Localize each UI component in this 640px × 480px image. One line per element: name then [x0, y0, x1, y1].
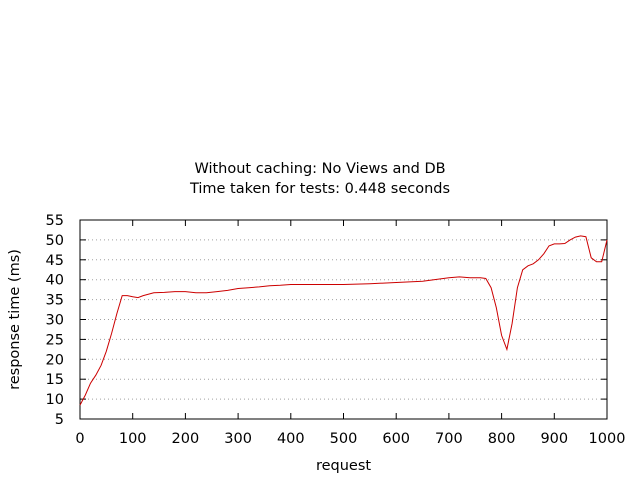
x-tick-label: 800	[488, 431, 516, 447]
y-tick-label: 45	[46, 253, 64, 269]
y-tick-label: 5	[55, 412, 64, 428]
y-tick-label: 35	[46, 293, 64, 309]
y-tick-label: 55	[46, 213, 64, 229]
y-tick-label: 20	[46, 352, 64, 368]
y-tick-label: 25	[46, 332, 64, 348]
plot-frame	[79, 219, 608, 420]
axis-ticks	[79, 219, 608, 420]
y-tick-label: 40	[46, 273, 64, 289]
x-tick-label: 400	[277, 431, 305, 447]
x-tick-label: 100	[119, 431, 147, 447]
x-tick-label: 300	[224, 431, 252, 447]
x-tick-label: 0	[75, 431, 84, 447]
x-tick-label: 700	[435, 431, 463, 447]
y-tick-label: 30	[46, 313, 64, 329]
tick-labels: 5 10 15 20 25 30 35 40 45 50 55 0 100 200 300 400 500 600…	[46, 213, 626, 447]
y-tick-label: 10	[46, 392, 64, 408]
series-line	[79, 235, 608, 406]
x-axis-label: request	[316, 458, 371, 474]
y-tick-label: 50	[46, 233, 64, 249]
x-tick-label: 1000	[589, 431, 626, 447]
chart-subtitle: Time taken for tests: 0.448 seconds	[189, 181, 451, 197]
x-tick-label: 600	[382, 431, 410, 447]
x-tick-label: 200	[172, 431, 200, 447]
y-tick-label: 15	[46, 372, 64, 388]
x-tick-label: 500	[330, 431, 358, 447]
chart-title: Without caching: No Views and DB	[194, 161, 446, 177]
y-axis-label: response time (ms)	[7, 249, 23, 390]
grid-lines	[80, 239, 607, 400]
x-tick-label: 900	[540, 431, 568, 447]
